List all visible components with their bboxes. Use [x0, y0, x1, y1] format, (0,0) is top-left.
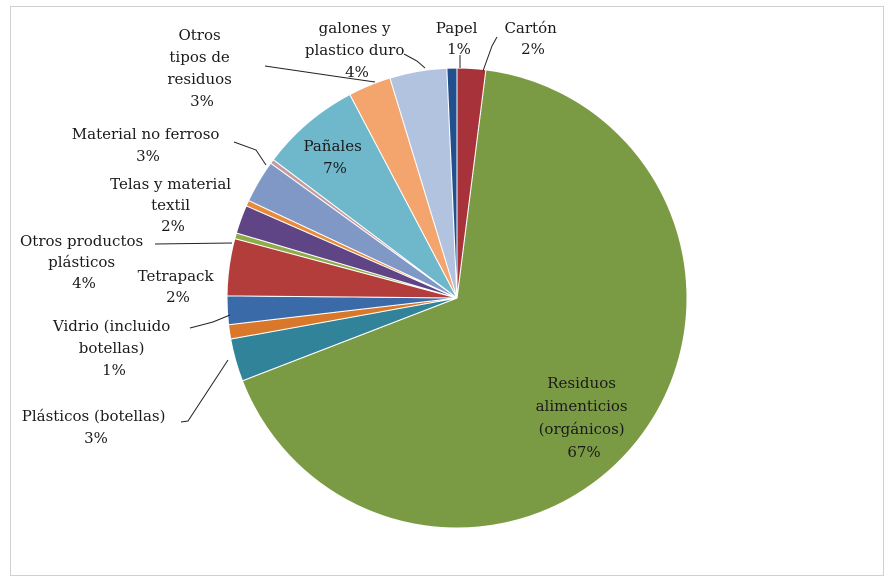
leader-otros-tipos [264, 65, 376, 83]
label-no-ferroso-pct: 3% [136, 147, 160, 165]
label-no-ferroso: Material no ferroso 3% [72, 125, 224, 165]
label-vidrio-line2: botellas) [79, 339, 145, 357]
label-galones-line2: plastico duro [305, 41, 405, 59]
label-otros-plasticos: Otros productos plásticos 4% [20, 232, 148, 292]
label-telas-pct: 2% [161, 217, 185, 235]
leader-galones [403, 53, 426, 69]
label-panales-line1: Pañales [303, 137, 361, 155]
label-papel-pct: 1% [447, 40, 471, 58]
label-tetrapack: Tetrapack 2% [138, 267, 219, 306]
label-panales: Pañales 7% [303, 137, 366, 177]
label-vidrio-line1: Vidrio (incluido [52, 317, 170, 335]
label-plasticos-botellas-pct: 3% [84, 429, 108, 447]
pie-slice-14 [456, 67, 487, 299]
label-carton-line1: Cartón [504, 19, 557, 37]
label-telas: Telas y material textil 2% [110, 175, 236, 235]
pie-slice-10 [272, 93, 458, 299]
label-papel-line1: Papel [436, 19, 478, 37]
label-organicos-line3: (orgánicos) [539, 420, 625, 438]
label-plasticos-botellas-line1: Plásticos (botellas) [22, 407, 166, 425]
label-carton-pct: 2% [521, 40, 545, 58]
slice-labels: Residuos alimenticios (orgánicos) 67% Pl… [20, 19, 633, 461]
label-galones: galones y plastico duro 4% [305, 19, 409, 81]
label-otros-tipos-line2: tipos de [169, 48, 230, 66]
label-telas-line1: Telas y material [110, 175, 231, 193]
label-plasticos-botellas: Plásticos (botellas) 3% [22, 407, 171, 447]
label-otros-tipos-line1: Otros [178, 26, 220, 44]
label-vidrio-pct: 1% [102, 361, 126, 379]
label-tetrapack-pct: 2% [166, 288, 190, 306]
label-organicos-line2: alimenticios [536, 397, 628, 415]
leader-lines [154, 36, 498, 423]
leader-otros-plasticos [154, 242, 233, 245]
label-organicos-pct: 67% [567, 443, 600, 461]
label-panales-pct: 7% [323, 159, 347, 177]
label-otros-tipos: Otros tipos de residuos 3% [167, 26, 236, 110]
label-otros-plasticos-line2: plásticos [48, 253, 115, 271]
leader-carton [482, 36, 498, 72]
label-carton: Cartón 2% [504, 19, 561, 58]
label-tetrapack-line1: Tetrapack [138, 267, 215, 285]
label-organicos-line1: Residuos [547, 374, 616, 392]
leader-vidrio [189, 314, 231, 329]
leader-no-ferroso [233, 141, 267, 166]
label-galones-line1: galones y [319, 19, 391, 37]
pie-slices [226, 67, 688, 529]
leader-plasticos-botellas [180, 359, 229, 423]
label-organicos: Residuos alimenticios (orgánicos) 67% [536, 374, 633, 461]
label-vidrio: Vidrio (incluido botellas) 1% [52, 317, 175, 379]
label-galones-pct: 4% [345, 63, 369, 81]
label-papel: Papel 1% [436, 19, 482, 58]
label-otros-tipos-line3: residuos [167, 70, 232, 88]
label-otros-tipos-pct: 3% [190, 92, 214, 110]
pie-slice-0 [241, 69, 688, 529]
label-telas-line2: textil [151, 196, 190, 214]
label-otros-plasticos-pct: 4% [72, 274, 96, 292]
label-no-ferroso-line1: Material no ferroso [72, 125, 220, 143]
label-otros-plasticos-line1: Otros productos [20, 232, 143, 250]
